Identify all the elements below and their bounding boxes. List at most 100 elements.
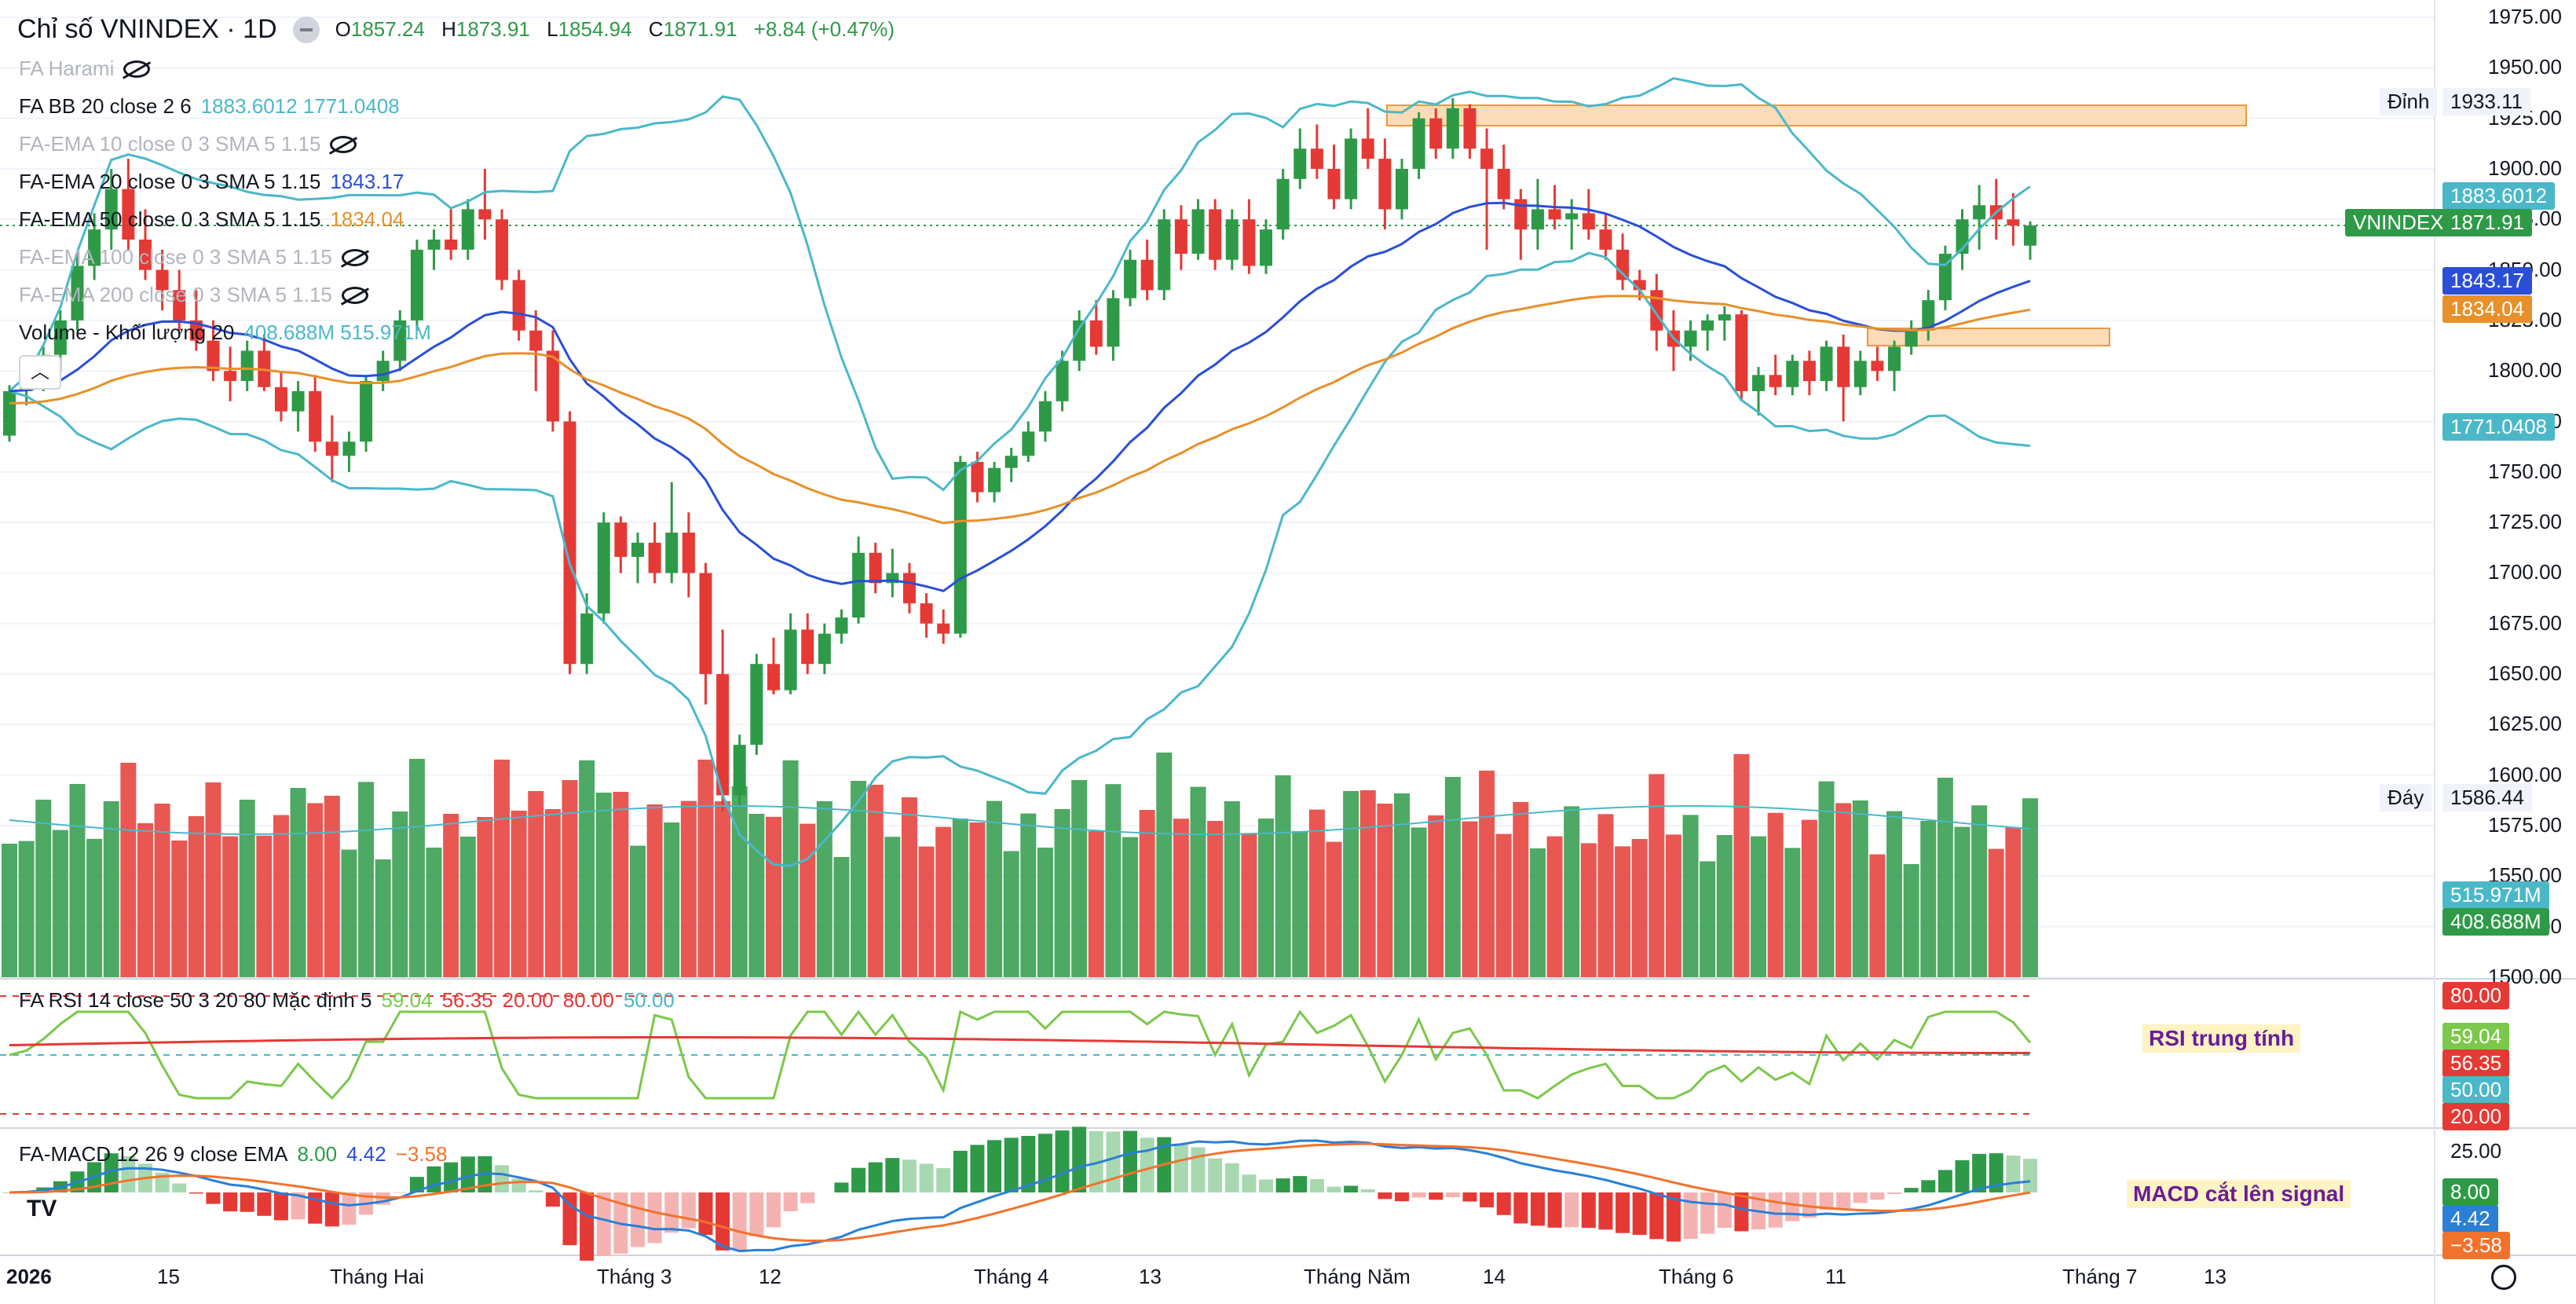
price-tag: 1871.91 <box>2442 209 2532 236</box>
macd-legend[interactable]: FA-MACD 12 26 9 close EMA 8.00 4.42 −3.5… <box>19 1142 448 1166</box>
resistance-zone <box>1386 104 2247 126</box>
settings-icon[interactable] <box>2491 1265 2516 1290</box>
macd-tag: −3.58 <box>2442 1232 2510 1259</box>
indicator-name: FA-EMA 50 close 0 3 SMA 5 1.15 <box>19 207 321 231</box>
label-6: Đáy <box>2380 784 2432 811</box>
candle-body <box>1174 219 1187 254</box>
symbol-label[interactable]: Chỉ số VNINDEX · 1D <box>17 14 277 44</box>
candle-body <box>1124 259 1137 299</box>
volume-bar <box>1326 841 1342 977</box>
time-tick-label: Tháng 4 <box>974 1265 1049 1288</box>
price-tick-label: 1900.00 <box>2488 156 2562 180</box>
volume-bar <box>528 791 544 977</box>
volume-bar <box>494 760 510 977</box>
macd-hist-bar <box>511 1178 526 1192</box>
macd-hist-bar <box>1429 1192 1444 1200</box>
macd-hist-bar <box>2006 1156 2021 1192</box>
rsi-line <box>9 1009 2032 1101</box>
macd-hist-bar <box>1530 1192 1545 1226</box>
macd-note: MACD cắt lên signal <box>2127 1180 2351 1208</box>
macd-hist-bar <box>240 1192 254 1212</box>
candle-body <box>1293 148 1307 179</box>
indicator-legend-3[interactable]: FA-EMA 20 close 0 3 SMA 5 1.15 1843.17 <box>19 170 404 194</box>
candle-body <box>699 573 712 675</box>
indicator-legend-1[interactable]: FA BB 20 close 2 6 1883.6012 1771.0408 <box>19 94 400 119</box>
price-tick-label: 1575.00 <box>2488 813 2562 837</box>
candle-body <box>1650 290 1663 331</box>
macd-hist-bar <box>1275 1178 1290 1192</box>
candle-body <box>104 189 118 230</box>
volume-bar <box>935 826 952 977</box>
macd-hist-bar <box>1972 1153 1987 1192</box>
indicator-legend-6[interactable]: FA-EMA 200 close 0 3 SMA 5 1.15 <box>19 283 368 307</box>
candle-body <box>224 371 237 382</box>
macd-hist-bar <box>444 1162 459 1192</box>
candle-body <box>988 467 1001 493</box>
macd-hist-bar <box>1870 1192 1885 1200</box>
macd-hist-bar <box>495 1165 510 1192</box>
volume-bar <box>884 837 901 977</box>
volume-bars <box>2 753 2038 977</box>
indicator-legend-4[interactable]: FA-EMA 50 close 0 3 SMA 5 1.15 1834.04 <box>19 207 404 232</box>
price-tick-label: 1750.00 <box>2488 459 2562 483</box>
volume-bar <box>1462 821 1478 977</box>
candle-body <box>971 461 984 493</box>
volume-bar <box>426 848 442 977</box>
volume-bar <box>1020 813 1037 977</box>
volume-bar <box>680 800 697 977</box>
candle-body <box>393 320 407 361</box>
more-icon[interactable] <box>292 16 320 43</box>
rsi-tag: 20.00 <box>2442 1103 2510 1130</box>
macd-hist-bar <box>206 1192 221 1204</box>
candle-body <box>631 542 645 557</box>
eye-hidden-icon[interactable] <box>123 60 151 78</box>
candle-body <box>597 522 610 614</box>
eye-hidden-icon[interactable] <box>341 286 368 304</box>
volume-bar <box>867 785 884 977</box>
macd-hist-bar <box>1632 1192 1647 1235</box>
macd-hist-bar <box>1802 1192 1817 1218</box>
volume-bar <box>1546 836 1563 977</box>
volume-bar <box>833 857 850 977</box>
indicator-name: FA BB 20 close 2 6 <box>19 94 192 118</box>
volume-bar <box>1479 771 1495 977</box>
candle-body <box>461 209 474 250</box>
volume-bar <box>1071 780 1088 977</box>
eye-hidden-icon[interactable] <box>330 135 357 153</box>
chevron-up-icon[interactable]: ︿ <box>19 355 61 390</box>
macd-hist-bar <box>1768 1192 1783 1228</box>
volume-bar <box>443 814 459 977</box>
candle-body <box>122 189 135 240</box>
indicator-legend-2[interactable]: FA-EMA 10 close 0 3 SMA 5 1.15 <box>19 132 357 156</box>
chart-title: Chỉ số VNINDEX · 1D O1857.24 H1873.91 L1… <box>17 14 906 45</box>
volume-bar <box>1716 835 1733 977</box>
macd-hist-bar <box>1480 1192 1495 1207</box>
indicator-name: Volume - Khối lượng 20 <box>19 321 235 344</box>
macd-hist-bar <box>1072 1126 1087 1192</box>
rsi-legend[interactable]: FA RSI 14 close 50 3 20 80 Mặc định 5 59… <box>19 988 675 1012</box>
candle-body <box>240 350 254 382</box>
volume-bar <box>1529 848 1546 977</box>
volume-bar <box>1580 843 1597 977</box>
macd-hist-bar <box>834 1182 849 1192</box>
price-tick-label: 1650.00 <box>2488 661 2562 686</box>
indicator-legend-5[interactable]: FA-EMA 100 close 0 3 SMA 5 1.15 <box>19 245 368 269</box>
macd-hist-bar <box>1955 1160 1970 1192</box>
candle-body <box>1089 320 1103 347</box>
volume-bar <box>715 801 731 977</box>
volume-bar <box>748 814 765 977</box>
symbol-tag: VNINDEX <box>2345 209 2452 236</box>
volume-bar <box>1292 831 1308 977</box>
macd-signal-line <box>9 1142 2031 1243</box>
volume-bar <box>18 841 35 977</box>
ema50-line <box>9 295 2031 525</box>
indicator-legend-7[interactable]: Volume - Khối lượng 20 408.688M 515.971M <box>19 321 431 345</box>
volume-bar <box>816 801 832 977</box>
volume-bar <box>800 823 816 977</box>
eye-hidden-icon[interactable] <box>341 248 368 266</box>
macd-hist-bar <box>1513 1192 1528 1224</box>
volume-bar <box>1988 848 2004 977</box>
indicator-legend-0[interactable]: FA Harami <box>19 57 151 81</box>
volume-bar <box>35 800 52 977</box>
